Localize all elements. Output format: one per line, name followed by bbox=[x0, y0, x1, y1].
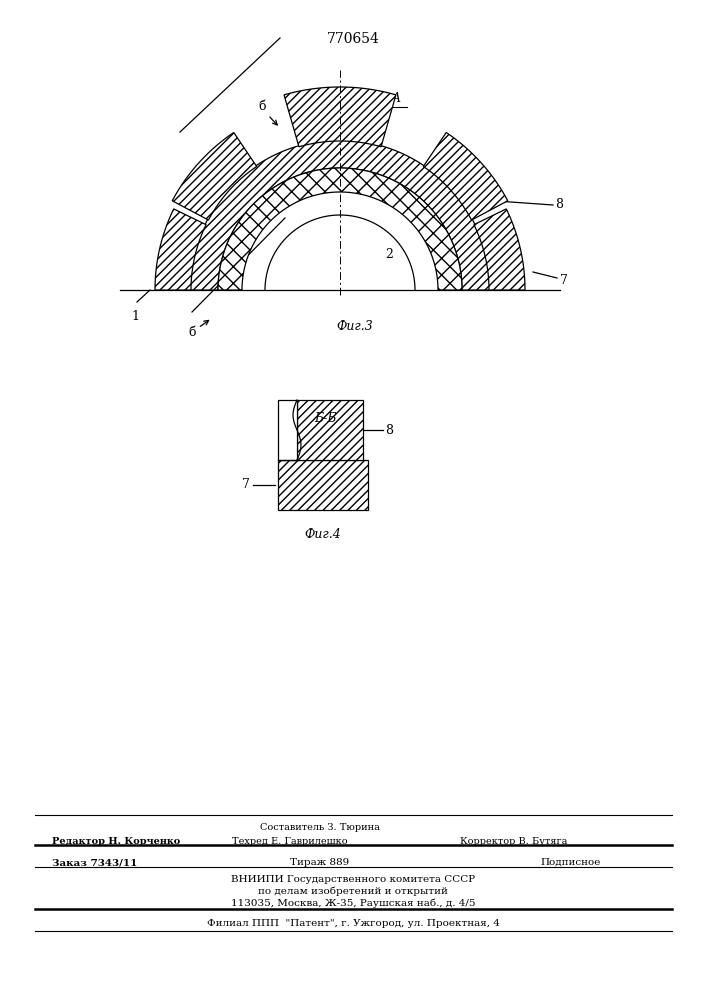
Polygon shape bbox=[423, 132, 508, 220]
Text: 8: 8 bbox=[555, 198, 563, 212]
Text: 7: 7 bbox=[560, 273, 568, 286]
Polygon shape bbox=[297, 400, 363, 460]
Text: А-А: А-А bbox=[378, 92, 402, 105]
Text: Филиал ППП  "Патент", г. Ужгород, ул. Проектная, 4: Филиал ППП "Патент", г. Ужгород, ул. Про… bbox=[206, 919, 499, 928]
Polygon shape bbox=[278, 460, 368, 510]
Text: 113035, Москва, Ж-35, Раушская наб., д. 4/5: 113035, Москва, Ж-35, Раушская наб., д. … bbox=[230, 899, 475, 908]
Polygon shape bbox=[190, 140, 490, 290]
Polygon shape bbox=[474, 209, 525, 290]
Text: 2: 2 bbox=[385, 248, 393, 261]
Text: Составитель З. Тюрина: Составитель З. Тюрина bbox=[260, 823, 380, 832]
Text: Фиг.3: Фиг.3 bbox=[337, 320, 373, 333]
Polygon shape bbox=[218, 168, 462, 290]
Text: 1: 1 bbox=[131, 310, 139, 323]
Text: Фиг.4: Фиг.4 bbox=[305, 528, 341, 541]
Text: 8: 8 bbox=[385, 424, 393, 436]
Text: Подписное: Подписное bbox=[540, 858, 600, 867]
Text: Корректор В. Бутяга: Корректор В. Бутяга bbox=[460, 837, 568, 846]
Text: Техред Е. Гаврилешко: Техред Е. Гаврилешко bbox=[232, 837, 348, 846]
Text: Заказ 7343/11: Заказ 7343/11 bbox=[52, 858, 137, 867]
Text: 7: 7 bbox=[242, 479, 250, 491]
Polygon shape bbox=[278, 400, 297, 460]
Text: ВНИИПИ Государственного комитета СССР: ВНИИПИ Государственного комитета СССР bbox=[231, 875, 475, 884]
Text: Тираж 889: Тираж 889 bbox=[291, 858, 350, 867]
Polygon shape bbox=[284, 87, 396, 147]
Polygon shape bbox=[173, 132, 257, 220]
Text: Б-Б: Б-Б bbox=[314, 412, 337, 425]
Text: 770654: 770654 bbox=[327, 32, 380, 46]
Text: Редактор Н. Корченко: Редактор Н. Корченко bbox=[52, 837, 180, 846]
Text: по делам изобретений и открытий: по делам изобретений и открытий bbox=[258, 887, 448, 896]
Polygon shape bbox=[155, 209, 206, 290]
Text: б: б bbox=[258, 101, 266, 113]
Text: б: б bbox=[188, 326, 196, 338]
